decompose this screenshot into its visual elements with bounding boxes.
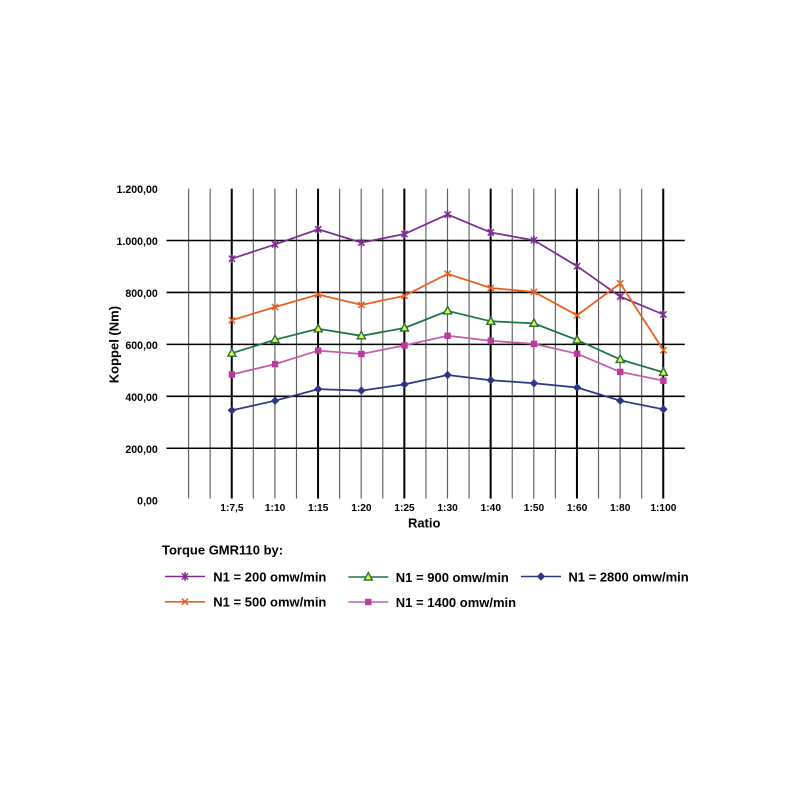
svg-text:1.200,00: 1.200,00 bbox=[117, 184, 158, 196]
svg-text:N1 = 1400 omw/min: N1 = 1400 omw/min bbox=[396, 595, 516, 610]
svg-text:Koppel (Nm): Koppel (Nm) bbox=[106, 306, 121, 383]
svg-text:600,00: 600,00 bbox=[125, 340, 158, 352]
svg-text:800,00: 800,00 bbox=[125, 288, 158, 300]
svg-text:N1 = 900 omw/min: N1 = 900 omw/min bbox=[396, 570, 509, 585]
svg-text:N1 = 2800 omw/min: N1 = 2800 omw/min bbox=[568, 569, 688, 584]
svg-text:1:20: 1:20 bbox=[351, 503, 372, 514]
svg-text:200,00: 200,00 bbox=[125, 444, 158, 456]
svg-text:N1 = 200 omw/min: N1 = 200 omw/min bbox=[213, 569, 326, 584]
svg-text:1:100: 1:100 bbox=[650, 503, 676, 514]
svg-text:1:40: 1:40 bbox=[481, 503, 502, 514]
svg-text:1:80: 1:80 bbox=[610, 503, 631, 514]
svg-text:1:10: 1:10 bbox=[265, 503, 286, 514]
svg-text:400,00: 400,00 bbox=[125, 392, 158, 404]
svg-text:0,00: 0,00 bbox=[137, 496, 158, 508]
svg-text:Ratio: Ratio bbox=[408, 516, 441, 531]
svg-text:1:50: 1:50 bbox=[524, 503, 545, 514]
svg-text:1:15: 1:15 bbox=[308, 503, 329, 514]
svg-text:1:30: 1:30 bbox=[437, 503, 458, 514]
svg-text:1.000,00: 1.000,00 bbox=[117, 236, 158, 248]
svg-text:1:7,5: 1:7,5 bbox=[220, 503, 244, 514]
svg-text:1:25: 1:25 bbox=[394, 503, 415, 514]
svg-text:Torque GMR110 by:: Torque GMR110 by: bbox=[162, 543, 283, 558]
svg-text:N1 = 500 omw/min: N1 = 500 omw/min bbox=[213, 595, 326, 610]
svg-text:1:60: 1:60 bbox=[567, 503, 588, 514]
